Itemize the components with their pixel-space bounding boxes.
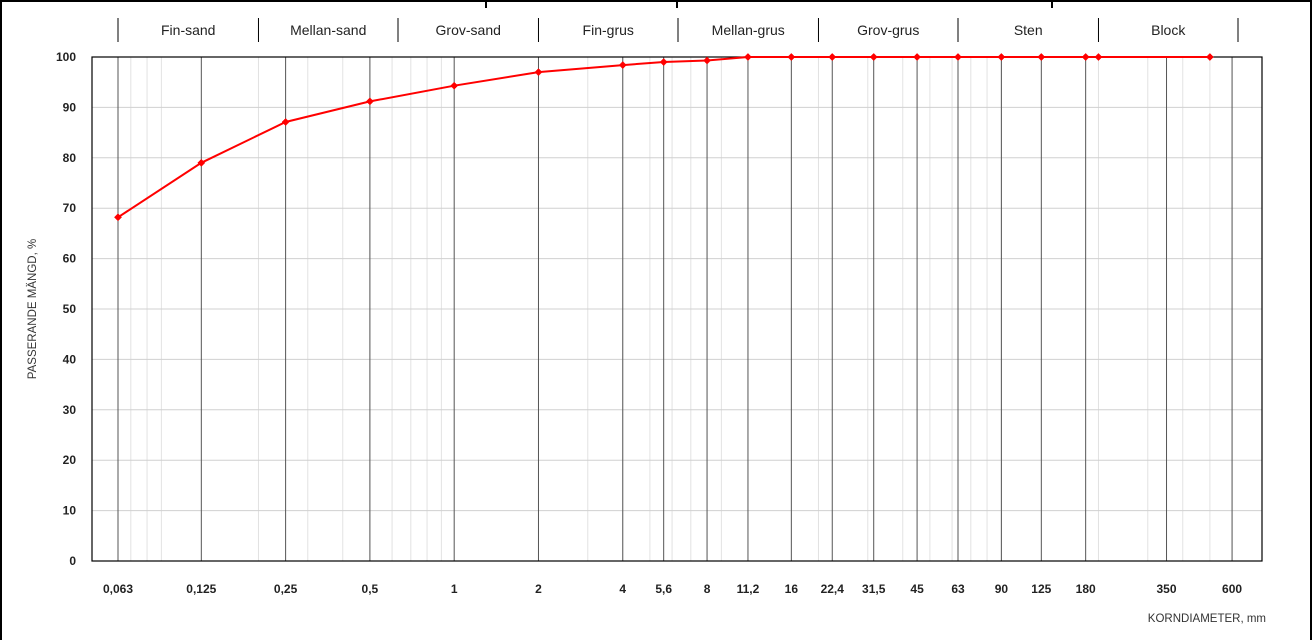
y-tick-label: 0 bbox=[69, 554, 76, 568]
fraction-label-6: Sten bbox=[1014, 22, 1043, 38]
x-tick-label: 350 bbox=[1157, 582, 1177, 596]
y-tick-label: 70 bbox=[63, 201, 77, 215]
data-point bbox=[997, 53, 1006, 61]
y-tick-label: 10 bbox=[63, 504, 77, 518]
series-line-0 bbox=[117, 56, 1210, 219]
x-tick-label: 0,5 bbox=[362, 582, 379, 596]
fraction-label-1: Mellan-sand bbox=[290, 22, 366, 38]
fraction-label-4: Mellan-grus bbox=[712, 22, 785, 38]
x-axis-title: KORNDIAMETER, mm bbox=[1148, 613, 1266, 625]
data-point bbox=[913, 53, 922, 61]
y-tick-label: 80 bbox=[63, 151, 77, 165]
x-tick-label: 0,125 bbox=[186, 582, 216, 596]
data-point bbox=[114, 213, 122, 222]
x-tick-label: 11,2 bbox=[737, 582, 760, 596]
x-tick-label: 0,25 bbox=[274, 582, 298, 596]
y-tick-label: 30 bbox=[63, 403, 77, 417]
x-tick-label: 63 bbox=[951, 582, 965, 596]
y-tick-label: 60 bbox=[63, 252, 77, 266]
x-tick-label: 1 bbox=[451, 582, 458, 596]
x-tick-label: 2 bbox=[535, 582, 542, 596]
fraction-label-3: Fin-grus bbox=[583, 22, 634, 38]
fraction-label-2: Grov-sand bbox=[436, 22, 501, 38]
data-point bbox=[365, 97, 374, 106]
data-point bbox=[787, 53, 796, 61]
data-point bbox=[281, 118, 290, 126]
data-point bbox=[954, 53, 962, 61]
x-tick-label: 90 bbox=[995, 582, 1009, 596]
data-point bbox=[1081, 53, 1090, 61]
x-tick-label: 0,063 bbox=[103, 582, 133, 596]
x-tick-label: 22,4 bbox=[821, 582, 845, 596]
data-point bbox=[618, 61, 627, 70]
x-tick-label: 16 bbox=[785, 582, 799, 596]
data-point bbox=[703, 56, 712, 65]
data-point bbox=[197, 158, 206, 167]
data-point bbox=[1037, 53, 1046, 61]
data-point bbox=[659, 58, 668, 66]
data-point bbox=[1205, 53, 1214, 61]
x-tick-label: 4 bbox=[619, 582, 626, 596]
fraction-label-0: Fin-sand bbox=[161, 22, 215, 38]
x-tick-label: 45 bbox=[910, 582, 924, 596]
x-tick-label: 31,5 bbox=[862, 582, 886, 596]
fraction-label-7: Block bbox=[1151, 22, 1186, 38]
data-point bbox=[828, 53, 837, 61]
y-tick-label: 40 bbox=[63, 352, 77, 366]
x-tick-label: 600 bbox=[1222, 582, 1242, 596]
data-point bbox=[869, 53, 878, 61]
data-point bbox=[1094, 53, 1103, 61]
plot-area-border bbox=[91, 56, 1263, 562]
y-tick-label: 50 bbox=[63, 302, 77, 316]
data-point bbox=[744, 53, 752, 61]
data-point bbox=[534, 68, 543, 77]
y-tick-label: 20 bbox=[63, 453, 77, 467]
y-tick-label: 90 bbox=[63, 100, 77, 114]
data-point bbox=[450, 81, 459, 90]
y-axis-title: PASSERANDE MÄNGD, % bbox=[27, 239, 39, 379]
x-tick-label: 5,6 bbox=[655, 582, 672, 596]
x-tick-label: 8 bbox=[704, 582, 711, 596]
x-tick-label: 125 bbox=[1031, 582, 1051, 596]
fraction-label-5: Grov-grus bbox=[857, 22, 919, 38]
x-tick-label: 180 bbox=[1076, 582, 1096, 596]
y-tick-label: 100 bbox=[56, 50, 76, 64]
